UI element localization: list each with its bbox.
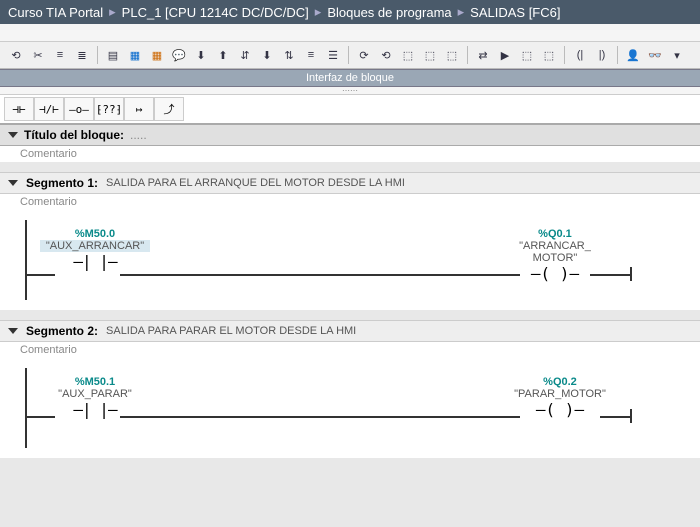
coil-name: "ARRANCAR_MOTOR"	[500, 240, 610, 264]
breadcrumb-sep: ▸	[315, 4, 322, 20]
breadcrumb-sep: ▸	[109, 4, 116, 20]
toolbar-btn[interactable]: ⬚	[517, 45, 537, 65]
toolbar-btn[interactable]: ⟳	[354, 45, 374, 65]
toolbar-btn[interactable]: ≡	[301, 45, 321, 65]
toolbar-btn[interactable]: ✂	[28, 45, 48, 65]
contact-address: %M50.0	[40, 228, 150, 240]
toolbar-btn[interactable]: ≣	[72, 45, 92, 65]
toolbar-btn[interactable]: ▶	[495, 45, 515, 65]
caret-icon	[8, 180, 18, 186]
toolbar-btn[interactable]: ▾	[667, 45, 687, 65]
toolbar-sep	[617, 46, 618, 64]
breadcrumb-item[interactable]: Bloques de programa	[327, 5, 451, 20]
toolbar-btn[interactable]: ⇅	[279, 45, 299, 65]
power-rail	[25, 220, 27, 300]
rung[interactable]: %M50.0 "AUX_ARRANCAR" —| |— %Q0.1 "ARRAN…	[0, 210, 700, 310]
interface-label: Interfaz de bloque	[306, 72, 394, 84]
coil[interactable]: %Q0.2 "PARAR_MOTOR" —( )—	[500, 376, 620, 419]
ladder-btn-branch-close[interactable]: ⤴	[154, 97, 184, 121]
coil-address: %Q0.1	[500, 228, 610, 240]
ladder-btn-branch[interactable]: ↦	[124, 97, 154, 121]
contact-name: "AUX_PARAR"	[40, 388, 150, 400]
toolbar-btn[interactable]: ⬚	[420, 45, 440, 65]
contact-symbol: —| |—	[40, 252, 150, 271]
ladder-btn-contact-no[interactable]: ⊣⊢	[4, 97, 34, 121]
contact-no[interactable]: %M50.0 "AUX_ARRANCAR" —| |—	[40, 228, 150, 271]
power-rail	[25, 368, 27, 448]
end-tick	[630, 409, 632, 423]
caret-icon	[8, 132, 18, 138]
ladder-btn-contact-nc[interactable]: ⊣/⊢	[34, 97, 64, 121]
coil-address: %Q0.2	[500, 376, 620, 388]
wire	[120, 416, 520, 418]
ladder-btn-coil[interactable]: –o–	[64, 97, 94, 121]
splitter[interactable]: ⋯⋯	[0, 87, 700, 95]
spacer-bar	[0, 24, 700, 42]
segment-title: Segmento 1:	[26, 176, 98, 190]
toolbar-btn[interactable]: ☰	[323, 45, 343, 65]
rung[interactable]: %M50.1 "AUX_PARAR" —| |— %Q0.2 "PARAR_MO…	[0, 358, 700, 458]
block-title-value[interactable]: .....	[130, 128, 147, 142]
main-toolbar: ⟲ ✂ ≡ ≣ ▤ ▦ ▦ 💬 ⬇ ⬆ ⇵ ⬇ ⇅ ≡ ☰ ⟳ ⟲ ⬚ ⬚ ⬚ …	[0, 42, 700, 69]
toolbar-btn[interactable]: ▦	[125, 45, 145, 65]
toolbar-btn[interactable]: 💬	[169, 45, 189, 65]
toolbar-btn[interactable]: ⇄	[473, 45, 493, 65]
end-tick	[630, 267, 632, 281]
toolbar-sep	[564, 46, 565, 64]
toolbar-btn[interactable]: ⟲	[6, 45, 26, 65]
toolbar-btn[interactable]: ⬇	[257, 45, 277, 65]
toolbar-btn[interactable]: ⬚	[442, 45, 462, 65]
toolbar-sep	[467, 46, 468, 64]
toolbar-btn[interactable]: ⟲	[376, 45, 396, 65]
breadcrumb-item[interactable]: Curso TIA Portal	[8, 5, 103, 20]
ladder-toolbar: ⊣⊢ ⊣/⊢ –o– ⁅??⁆ ↦ ⤴	[0, 95, 700, 124]
toolbar-btn[interactable]: ≡	[50, 45, 70, 65]
toolbar-btn[interactable]: 👤	[623, 45, 643, 65]
toolbar-btn[interactable]: ⇵	[235, 45, 255, 65]
caret-icon	[8, 328, 18, 334]
toolbar-btn[interactable]: ▤	[103, 45, 123, 65]
breadcrumb-item[interactable]: PLC_1 [CPU 1214C DC/DC/DC]	[122, 5, 309, 20]
wire	[27, 416, 55, 418]
segment-title: Segmento 2:	[26, 324, 98, 338]
toolbar-sep	[97, 46, 98, 64]
segment-desc: SALIDA PARA PARAR EL MOTOR DESDE LA HMI	[106, 325, 356, 337]
toolbar-btn[interactable]: ⬚	[539, 45, 559, 65]
ladder-btn-box[interactable]: ⁅??⁆	[94, 97, 124, 121]
toolbar-btn[interactable]: ⬆	[213, 45, 233, 65]
breadcrumb-sep: ▸	[458, 4, 465, 20]
segment-desc: SALIDA PARA EL ARRANQUE DEL MOTOR DESDE …	[106, 177, 405, 189]
coil-name: "PARAR_MOTOR"	[500, 388, 620, 400]
breadcrumb-item[interactable]: SALIDAS [FC6]	[470, 5, 560, 20]
segment-comment[interactable]: Comentario	[0, 342, 700, 358]
toolbar-btn[interactable]: (|	[570, 45, 590, 65]
wire	[27, 274, 55, 276]
wire	[120, 274, 520, 276]
segment-comment[interactable]: Comentario	[0, 194, 700, 210]
segment-header[interactable]: Segmento 2: SALIDA PARA PARAR EL MOTOR D…	[0, 320, 700, 342]
contact-name: "AUX_ARRANCAR"	[40, 240, 150, 252]
segment-header[interactable]: Segmento 1: SALIDA PARA EL ARRANQUE DEL …	[0, 172, 700, 194]
interface-bar[interactable]: Interfaz de bloque	[0, 69, 700, 87]
contact-address: %M50.1	[40, 376, 150, 388]
block-comment[interactable]: Comentario	[0, 146, 700, 162]
toolbar-btn[interactable]: 👓	[645, 45, 665, 65]
wire	[600, 416, 630, 418]
wire	[590, 274, 630, 276]
breadcrumb: Curso TIA Portal ▸ PLC_1 [CPU 1214C DC/D…	[0, 0, 700, 24]
block-title-label: Título del bloque:	[24, 128, 124, 142]
block-title-row[interactable]: Título del bloque: .....	[0, 124, 700, 146]
toolbar-btn[interactable]: |)	[592, 45, 612, 65]
segment-2: Segmento 2: SALIDA PARA PARAR EL MOTOR D…	[0, 320, 700, 458]
toolbar-btn[interactable]: ▦	[147, 45, 167, 65]
toolbar-sep	[348, 46, 349, 64]
toolbar-btn[interactable]: ⬚	[398, 45, 418, 65]
contact-no[interactable]: %M50.1 "AUX_PARAR" —| |—	[40, 376, 150, 419]
segment-1: Segmento 1: SALIDA PARA EL ARRANQUE DEL …	[0, 172, 700, 310]
toolbar-btn[interactable]: ⬇	[191, 45, 211, 65]
